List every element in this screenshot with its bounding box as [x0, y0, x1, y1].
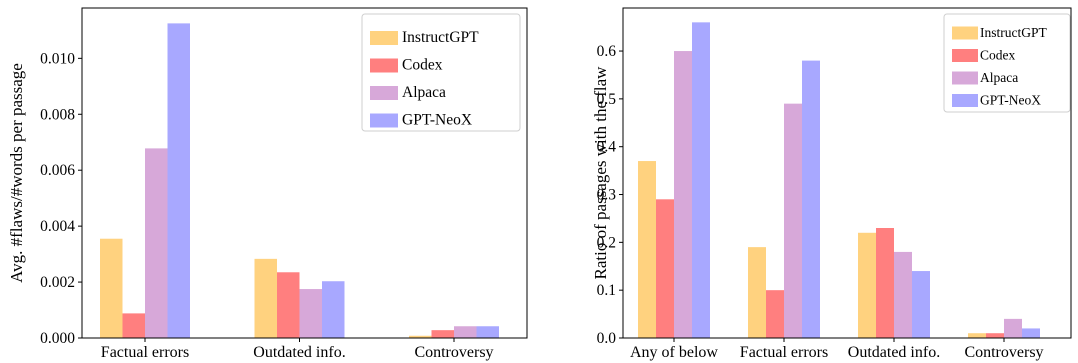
bar-alpaca-factual-errors	[784, 103, 802, 338]
legend-swatch	[370, 113, 398, 128]
bar-instructgpt-factual-errors	[748, 247, 766, 338]
plot-frame	[622, 7, 1072, 339]
legend-swatch	[952, 49, 978, 62]
y-tick-label: 0.3	[597, 187, 617, 204]
bar-instructgpt-outdated-info-	[858, 232, 876, 338]
legend-label: Codex	[980, 48, 1015, 63]
y-tick-label: 0.1	[597, 282, 616, 299]
bar-codex-controversy	[986, 333, 1004, 338]
chart-2: Any of below Factual errors Outdated info.…	[591, 7, 1072, 361]
bar-instructgpt-factual-errors	[100, 238, 123, 338]
y-axis-title: Avg. #flaws/#words per passage	[7, 63, 26, 283]
y-tick-label: 0.010	[40, 50, 75, 67]
bar-instructgpt-controversy	[968, 333, 986, 338]
y-tick-label: 0.004	[40, 218, 75, 235]
y-tick-label: 0.000	[40, 330, 75, 347]
bar-gpt-neox-controversy	[1022, 328, 1040, 338]
bar-gpt-neox-outdated-info-	[322, 281, 345, 338]
bar-alpaca-outdated-info-	[894, 251, 912, 338]
legend-label: GPT-NeoX	[980, 93, 1041, 108]
y-tick-label: 0.5	[597, 91, 617, 108]
plot-frame	[81, 7, 528, 339]
legend-label: InstructGPT	[402, 29, 479, 46]
y-tick-label: 0.002	[40, 274, 75, 291]
legend: InstructGPT Codex Alpaca GPT-NeoX	[943, 13, 1071, 113]
x-tick-label: Factual errors	[740, 344, 828, 361]
x-tick-label: Outdated info.	[848, 344, 940, 361]
y-tick-label: 0.008	[40, 106, 75, 123]
bar-alpaca-outdated-info-	[299, 289, 322, 338]
legend-swatch	[370, 58, 398, 73]
legend: InstructGPT Codex Alpaca GPT-NeoX	[361, 13, 521, 132]
legend-swatch	[370, 31, 398, 45]
x-tick-label: Outdated info.	[253, 344, 345, 361]
bar-codex-controversy	[431, 330, 454, 338]
x-tick-label: Controversy	[964, 344, 1043, 361]
bar-alpaca-factual-errors	[145, 148, 168, 338]
legend-swatch	[952, 94, 978, 107]
bar-gpt-neox-any-of-below	[692, 22, 710, 338]
bar-codex-any-of-below	[656, 199, 674, 338]
legend-label: Alpaca	[402, 84, 446, 101]
bar-gpt-neox-factual-errors	[802, 60, 820, 338]
x-tick-label: Any of below	[630, 344, 718, 361]
bar-gpt-neox-factual-errors	[167, 23, 190, 339]
legend-box	[361, 13, 521, 132]
legend-swatch	[952, 26, 978, 40]
bar-codex-outdated-info-	[876, 228, 894, 338]
bar-instructgpt-any-of-below	[638, 161, 656, 338]
bar-alpaca-controversy	[454, 326, 477, 338]
legend-label: GPT-NeoX	[402, 112, 472, 129]
y-tick-label: 0.4	[597, 139, 617, 156]
y-tick-label: 0.0	[597, 330, 617, 347]
x-tick-label: Factual errors	[101, 344, 189, 361]
legend-swatch	[952, 71, 978, 85]
legend-swatch	[370, 86, 398, 100]
bar-gpt-neox-outdated-info-	[912, 271, 930, 338]
bar-alpaca-any-of-below	[674, 51, 692, 338]
legend-label: Alpaca	[980, 70, 1018, 85]
y-axis-title: Ratio of passages with the flaw	[591, 66, 610, 280]
bar-codex-factual-errors	[766, 290, 784, 338]
y-tick-label: 0.2	[597, 234, 616, 251]
bar-gpt-neox-controversy	[476, 326, 499, 338]
chart-1: Factual errors Outdated info. Controversy 0…	[7, 7, 528, 361]
bar-instructgpt-controversy	[409, 335, 432, 338]
bar-alpaca-controversy	[1004, 318, 1022, 338]
y-tick-label: 0.006	[40, 162, 75, 179]
x-tick-label: Controversy	[414, 344, 493, 361]
bar-codex-factual-errors	[122, 313, 145, 338]
legend-label: Codex	[402, 57, 443, 74]
bar-codex-outdated-info-	[277, 272, 300, 338]
y-tick-label: 0.6	[597, 43, 617, 60]
legend-label: InstructGPT	[980, 25, 1047, 40]
bar-instructgpt-outdated-info-	[254, 258, 277, 338]
